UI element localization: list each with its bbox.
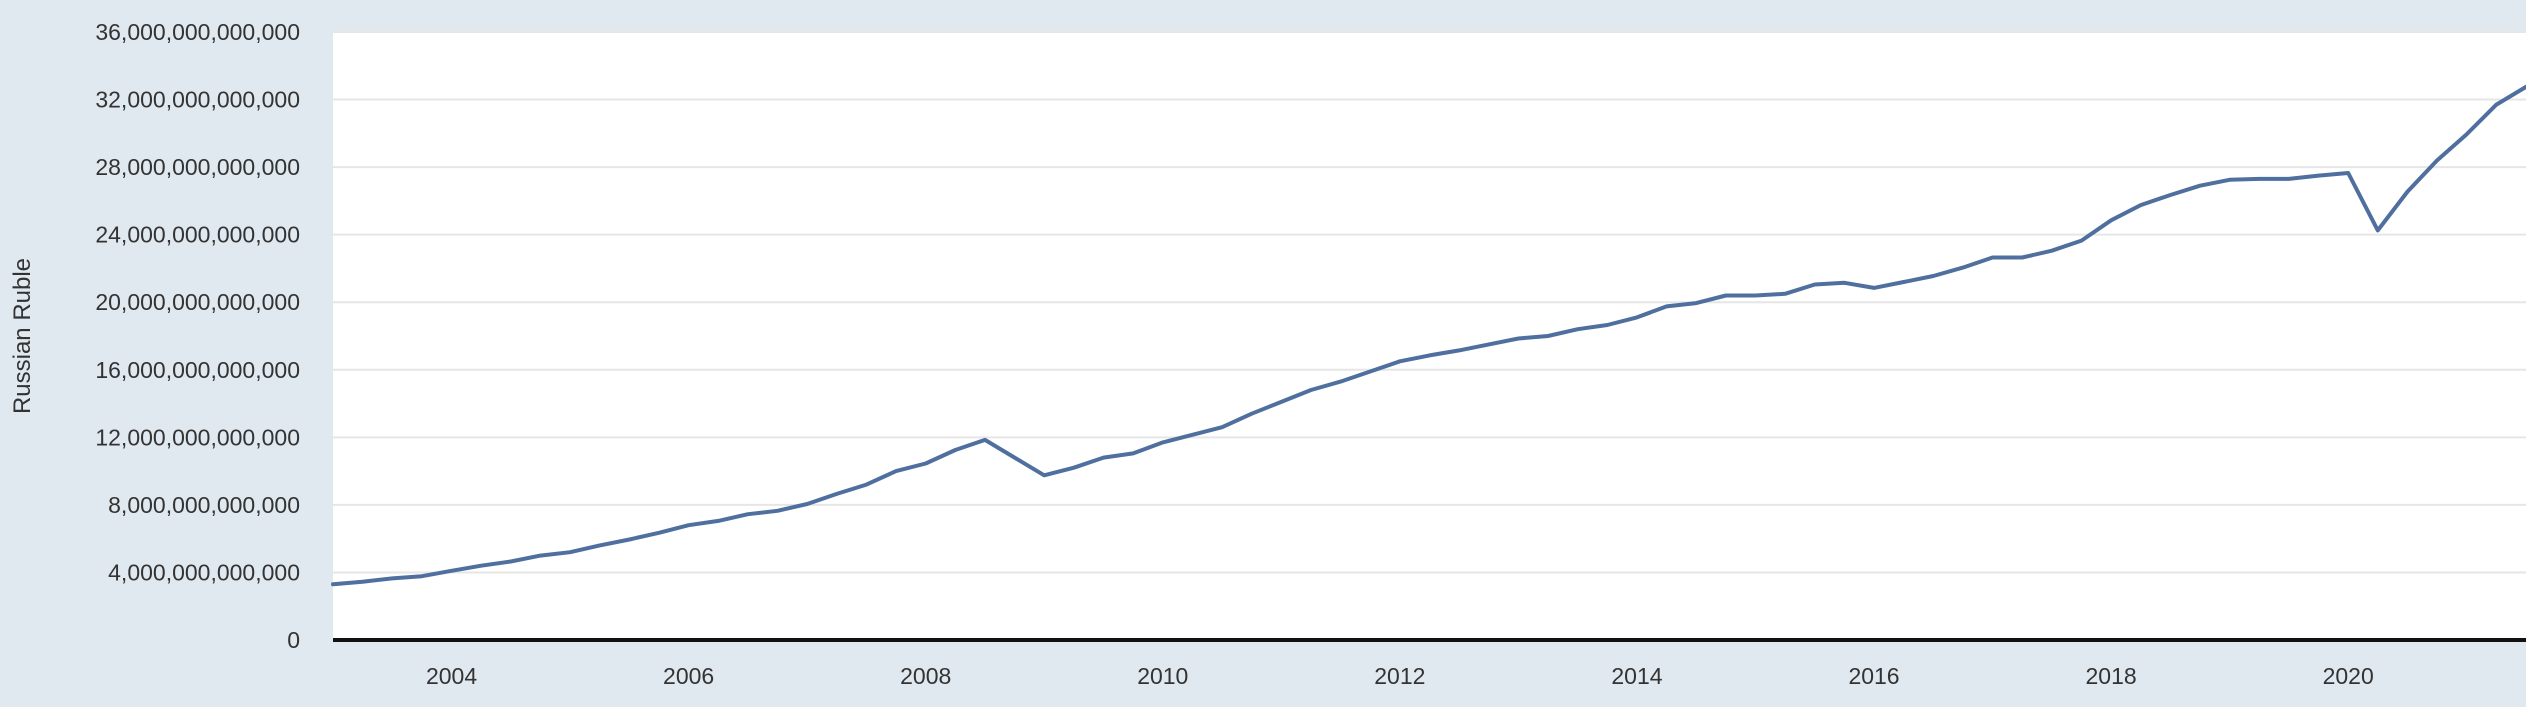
y-tick-label: 24,000,000,000,000 bbox=[95, 222, 300, 248]
series-line bbox=[331, 84, 2526, 587]
x-tick-label: 2008 bbox=[900, 663, 951, 689]
x-tick-label: 2012 bbox=[1374, 663, 1425, 689]
y-tick-label: 8,000,000,000,000 bbox=[108, 492, 300, 518]
y-tick-label: 16,000,000,000,000 bbox=[95, 357, 300, 383]
x-axis-tick-labels: 2004 2006 2008 2010 2012 2014 2016 2018 2020 bbox=[426, 663, 2374, 689]
x-tick-label: 2016 bbox=[1848, 663, 1899, 689]
y-axis-tick-labels: 0 4,000,000,000,000 8,000,000,000,000 12,00… bbox=[95, 19, 300, 653]
y-tick-label: 12,000,000,000,000 bbox=[95, 424, 300, 450]
x-tick-label: 2014 bbox=[1611, 663, 1662, 689]
x-tick-label: 2018 bbox=[2086, 663, 2137, 689]
gridlines bbox=[333, 31, 2526, 574]
plot-area bbox=[333, 32, 2526, 640]
x-tick-label: 2004 bbox=[426, 663, 477, 689]
x-tick-label: 2020 bbox=[2323, 663, 2374, 689]
y-tick-label: 32,000,000,000,000 bbox=[95, 87, 300, 113]
y-tick-label: 4,000,000,000,000 bbox=[108, 559, 300, 585]
x-tick-label: 2006 bbox=[663, 663, 714, 689]
y-tick-label: 28,000,000,000,000 bbox=[95, 154, 300, 180]
x-tick-label: 2010 bbox=[1137, 663, 1188, 689]
y-axis-title: Russian Ruble bbox=[9, 258, 36, 414]
y-tick-label: 20,000,000,000,000 bbox=[95, 289, 300, 315]
y-tick-label: 0 bbox=[287, 627, 300, 653]
y-tick-label: 36,000,000,000,000 bbox=[95, 19, 300, 45]
